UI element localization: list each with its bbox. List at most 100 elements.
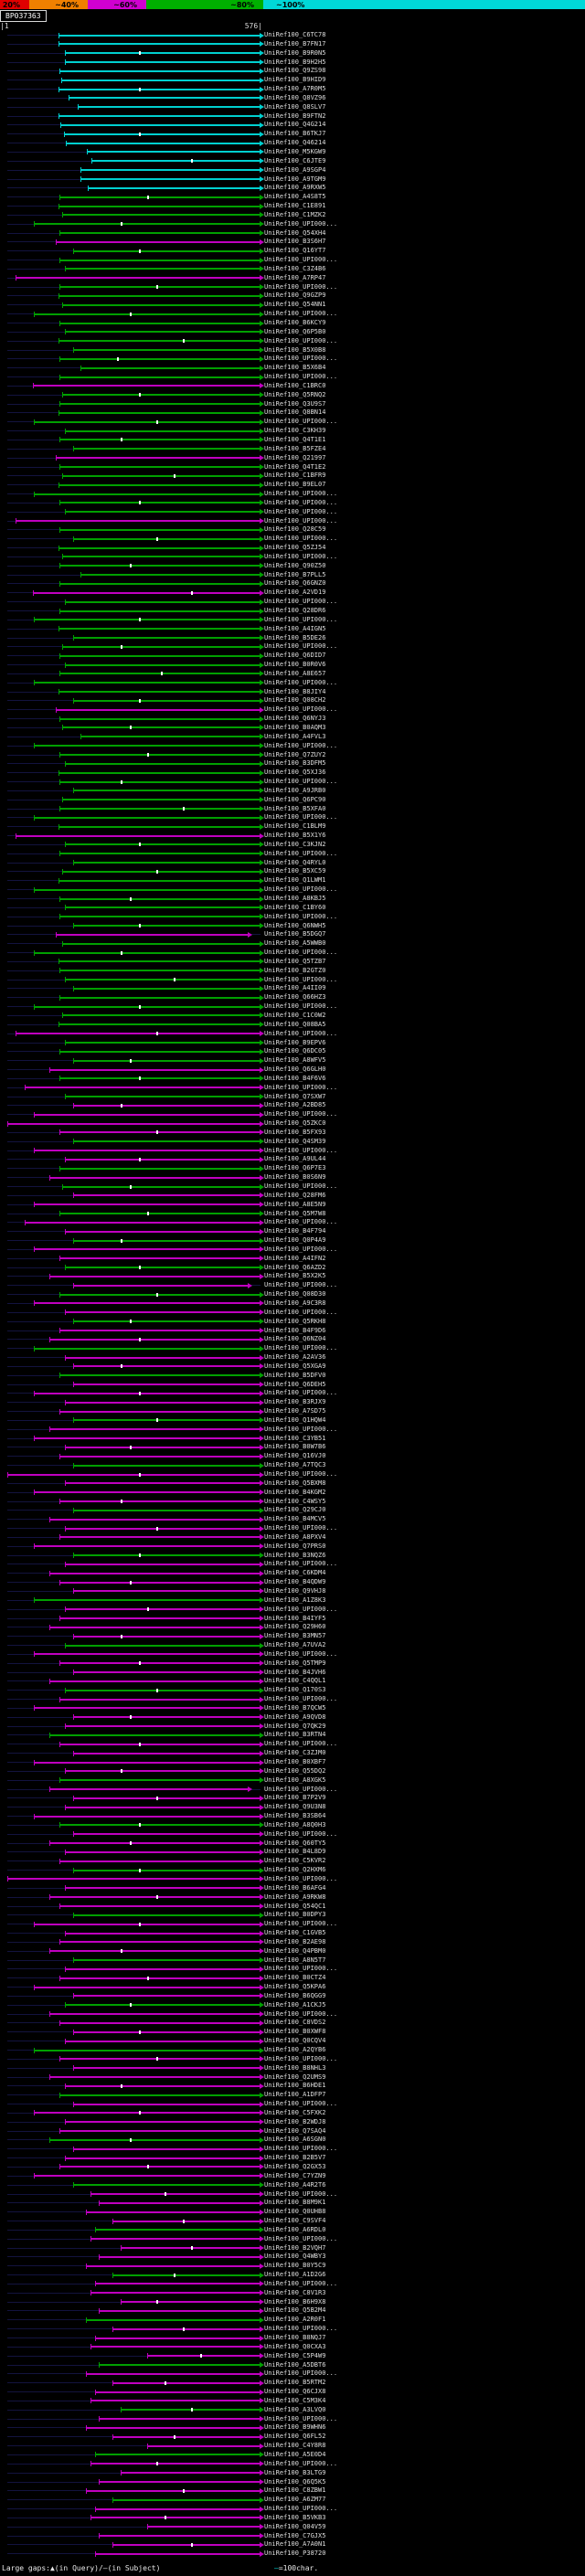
hit-label[interactable]: UniRef100_C7YZN9: [264, 2171, 326, 2179]
hit-label[interactable]: UniRef100_Q29H60: [264, 1623, 326, 1631]
hit-bar[interactable]: [48, 1516, 264, 1522]
hit-bar[interactable]: [94, 2281, 264, 2287]
hit-label[interactable]: UniRef100_B9R0N5: [264, 48, 326, 57]
hit-bar[interactable]: [59, 1903, 264, 1909]
hit-bar[interactable]: [48, 1840, 264, 1847]
hit-label[interactable]: UniRef100_B4MCV5: [264, 1515, 326, 1523]
hit-label[interactable]: UniRef100_UPI000...: [264, 642, 338, 651]
hit-bar[interactable]: [59, 526, 264, 533]
hit-bar[interactable]: [64, 266, 264, 272]
hit-label[interactable]: UniRef100_Q08D30: [264, 1290, 326, 1299]
hit-bar[interactable]: [59, 1453, 264, 1459]
hit-bar[interactable]: [64, 977, 264, 983]
hit-bar[interactable]: [48, 1570, 264, 1576]
hit-label[interactable]: UniRef100_B5X0B8: [264, 345, 326, 354]
hit-label[interactable]: UniRef100_Q6GLH0: [264, 1065, 326, 1074]
hit-bar[interactable]: [64, 1966, 264, 1972]
hit-bar[interactable]: [48, 1732, 264, 1738]
hit-bar[interactable]: [56, 931, 252, 938]
hit-bar[interactable]: [64, 2002, 264, 2009]
hit-label[interactable]: UniRef100_UPI000...: [264, 2414, 338, 2422]
hit-bar[interactable]: [64, 1687, 264, 1693]
hit-bar[interactable]: [64, 1561, 264, 1567]
hit-bar[interactable]: [34, 1003, 264, 1010]
hit-bar[interactable]: [80, 176, 264, 182]
hit-label[interactable]: UniRef100_Q54XH4: [264, 228, 326, 237]
hit-label[interactable]: UniRef100_Q54NN1: [264, 301, 326, 309]
hit-bar[interactable]: [72, 1993, 264, 1999]
hit-bar[interactable]: [112, 2218, 264, 2224]
hit-bar[interactable]: [64, 2038, 264, 2044]
hit-label[interactable]: UniRef100_UPI000...: [264, 1344, 338, 1352]
hit-bar[interactable]: [24, 1219, 264, 1225]
hit-bar[interactable]: [94, 2227, 264, 2233]
hit-label[interactable]: UniRef100_Q6AZD2: [264, 1263, 326, 1271]
hit-label[interactable]: UniRef100_Q6NZ04: [264, 1335, 326, 1343]
hit-bar[interactable]: [34, 2173, 264, 2179]
hit-label[interactable]: UniRef100_UPI000...: [264, 498, 338, 506]
hit-bar[interactable]: [34, 1543, 264, 1550]
hit-bar[interactable]: [59, 2128, 264, 2135]
hit-bar[interactable]: [72, 1237, 264, 1244]
hit-bar[interactable]: [58, 877, 264, 884]
hit-label[interactable]: UniRef100_A8PXV4: [264, 1532, 326, 1541]
hit-bar[interactable]: [59, 464, 264, 470]
hit-label[interactable]: UniRef100_C9SVF4: [264, 2217, 326, 2225]
hit-label[interactable]: UniRef100_C3KJN2: [264, 840, 326, 848]
hit-bar[interactable]: [34, 1597, 264, 1604]
hit-bar[interactable]: [87, 185, 264, 191]
hit-label[interactable]: UniRef100_B8NHL3: [264, 2063, 326, 2072]
hit-bar[interactable]: [59, 1579, 264, 1585]
hit-label[interactable]: UniRef100_B0R0V6: [264, 661, 326, 669]
hit-label[interactable]: UniRef100_Q08CH2: [264, 696, 326, 705]
hit-label[interactable]: UniRef100_B9FTN2: [264, 111, 326, 120]
hit-label[interactable]: UniRef100_C1E891: [264, 202, 326, 210]
hit-label[interactable]: UniRef100_UPI000...: [264, 1695, 338, 1703]
hit-label[interactable]: UniRef100_B4F9D6: [264, 1326, 326, 1334]
hit-label[interactable]: UniRef100_A8E657: [264, 669, 326, 677]
hit-bar[interactable]: [72, 248, 264, 254]
hit-label[interactable]: UniRef100_UPI000...: [264, 2369, 338, 2378]
hit-bar[interactable]: [64, 1525, 264, 1532]
hit-bar[interactable]: [58, 769, 264, 776]
hit-label[interactable]: UniRef100_C3ZJM0: [264, 1749, 326, 1757]
hit-bar[interactable]: [64, 1309, 264, 1316]
hit-bar[interactable]: [64, 428, 264, 434]
hit-label[interactable]: UniRef100_UPI000...: [264, 2189, 338, 2198]
hit-bar[interactable]: [80, 734, 264, 740]
hit-label[interactable]: UniRef100_A7UVA2: [264, 1641, 326, 1649]
hit-bar[interactable]: [59, 652, 264, 659]
hit-label[interactable]: UniRef100_Q1LWM1: [264, 876, 326, 885]
hit-bar[interactable]: [86, 149, 264, 155]
hit-label[interactable]: UniRef100_Q2UMS9: [264, 2072, 326, 2081]
hit-bar[interactable]: [121, 2245, 264, 2252]
hit-label[interactable]: UniRef100_Q5RKH8: [264, 1317, 326, 1325]
hit-label[interactable]: UniRef100_A8N5T7: [264, 1956, 326, 1964]
hit-label[interactable]: UniRef100_B3LTG9: [264, 2468, 326, 2476]
hit-label[interactable]: UniRef100_B8NQJ7: [264, 2334, 326, 2341]
hit-label[interactable]: UniRef100_A7SD75: [264, 1407, 326, 1415]
hit-label[interactable]: UniRef100_Q5ZKC0: [264, 1119, 326, 1128]
hit-label[interactable]: UniRef100_A3LVQ0: [264, 2405, 326, 2413]
hit-bar[interactable]: [72, 1382, 264, 1388]
hit-bar[interactable]: [72, 1795, 264, 1801]
hit-bar[interactable]: [59, 401, 264, 408]
hit-label[interactable]: UniRef100_UPI000...: [264, 1389, 338, 1397]
hit-label[interactable]: UniRef100_UPI000...: [264, 535, 338, 543]
hit-bar[interactable]: [99, 2200, 264, 2206]
hit-bar[interactable]: [24, 1085, 264, 1091]
hit-bar[interactable]: [64, 1040, 264, 1045]
hit-bar[interactable]: [72, 1714, 264, 1721]
hit-bar[interactable]: [34, 311, 264, 317]
hit-label[interactable]: UniRef100_Q6PC90: [264, 795, 326, 803]
hit-label[interactable]: UniRef100_B6AFG4: [264, 1883, 326, 1892]
hit-bar[interactable]: [64, 1885, 264, 1892]
hit-label[interactable]: UniRef100_Q6DEH5: [264, 1380, 326, 1388]
hit-bar[interactable]: [34, 1921, 264, 1927]
hit-label[interactable]: UniRef100_B5XC59: [264, 867, 326, 875]
hit-bar[interactable]: [16, 1031, 264, 1037]
hit-bar[interactable]: [59, 194, 264, 200]
hit-bar[interactable]: [147, 2524, 264, 2530]
hit-bar[interactable]: [72, 1102, 264, 1108]
hit-label[interactable]: UniRef100_Q1HQW4: [264, 1415, 326, 1424]
